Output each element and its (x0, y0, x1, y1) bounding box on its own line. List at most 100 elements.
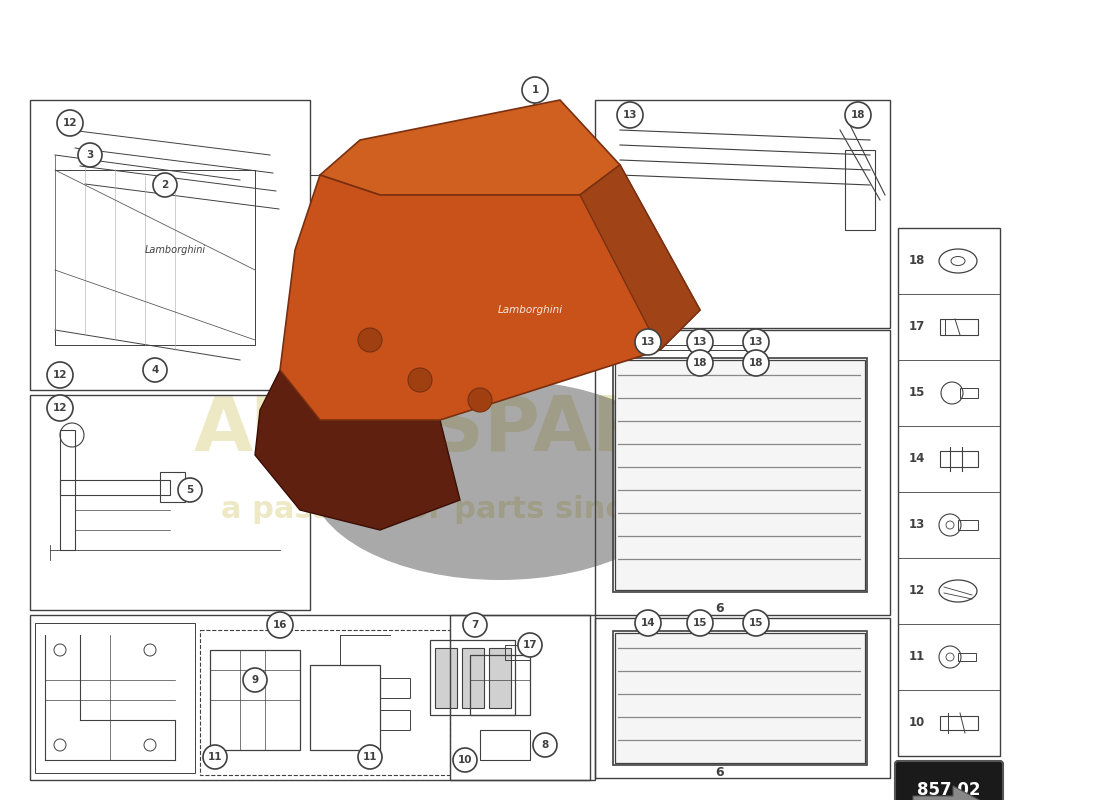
Circle shape (358, 745, 382, 769)
Circle shape (78, 143, 102, 167)
Bar (490, 648, 512, 708)
Polygon shape (280, 165, 700, 420)
Bar (958, 653, 976, 661)
Text: 18: 18 (909, 254, 925, 267)
Bar (898, 228, 1000, 756)
Text: Lamborghini: Lamborghini (144, 245, 206, 255)
Circle shape (635, 610, 661, 636)
Bar (615, 633, 865, 763)
Bar (450, 615, 595, 780)
Circle shape (47, 362, 73, 388)
Bar (613, 358, 867, 592)
Circle shape (267, 612, 293, 638)
Bar (470, 655, 530, 715)
Circle shape (358, 328, 382, 352)
Text: 17: 17 (909, 321, 925, 334)
Bar (60, 430, 75, 550)
Bar (595, 618, 890, 778)
Bar (30, 100, 310, 390)
Circle shape (143, 358, 167, 382)
Bar (30, 615, 590, 780)
Text: 12: 12 (63, 118, 77, 128)
Text: 15: 15 (693, 618, 707, 628)
Circle shape (408, 368, 432, 392)
Text: 18: 18 (749, 358, 763, 368)
Circle shape (243, 668, 267, 692)
Bar (30, 395, 310, 610)
Circle shape (742, 610, 769, 636)
Bar (613, 631, 867, 765)
Bar (845, 150, 875, 230)
Text: 857 02: 857 02 (917, 781, 981, 799)
Text: 13: 13 (640, 337, 656, 347)
Circle shape (468, 388, 492, 412)
Polygon shape (320, 100, 620, 195)
Text: 15: 15 (749, 618, 763, 628)
Bar (595, 100, 890, 328)
Text: 13: 13 (623, 110, 637, 120)
Bar (200, 630, 450, 775)
Text: 12: 12 (53, 370, 67, 380)
Text: 2: 2 (162, 180, 168, 190)
Bar (430, 640, 515, 715)
Text: 3: 3 (87, 150, 94, 160)
Text: 18: 18 (693, 358, 707, 368)
Bar (462, 648, 484, 708)
Circle shape (57, 110, 82, 136)
Bar (160, 472, 185, 502)
Bar (505, 645, 530, 660)
Bar (480, 730, 530, 760)
Circle shape (742, 329, 769, 355)
Text: 12: 12 (909, 585, 925, 598)
Circle shape (688, 350, 713, 376)
Text: 6: 6 (716, 766, 724, 778)
Circle shape (153, 173, 177, 197)
Text: 15: 15 (909, 386, 925, 399)
Text: 10: 10 (458, 755, 472, 765)
Circle shape (845, 102, 871, 128)
Text: 18: 18 (850, 110, 866, 120)
Circle shape (453, 748, 477, 772)
Bar (615, 360, 865, 590)
Circle shape (635, 329, 661, 355)
Circle shape (47, 395, 73, 421)
Circle shape (522, 77, 548, 103)
Text: 11: 11 (363, 752, 377, 762)
Text: 14: 14 (909, 453, 925, 466)
Circle shape (742, 350, 769, 376)
Text: 10: 10 (909, 717, 925, 730)
Bar (55, 170, 255, 345)
FancyBboxPatch shape (895, 761, 1003, 800)
Text: 7: 7 (471, 620, 478, 630)
Text: 16: 16 (273, 620, 287, 630)
Bar (210, 650, 300, 750)
Polygon shape (913, 786, 983, 800)
Circle shape (518, 633, 542, 657)
Text: 4: 4 (152, 365, 158, 375)
Bar (310, 665, 380, 750)
Text: 1: 1 (531, 85, 539, 95)
Text: 12: 12 (53, 403, 67, 413)
Bar (434, 648, 456, 708)
Text: 13: 13 (693, 337, 707, 347)
Circle shape (178, 478, 202, 502)
Bar (960, 388, 978, 398)
Text: Lamborghini: Lamborghini (497, 305, 562, 315)
Circle shape (463, 613, 487, 637)
Text: 13: 13 (909, 518, 925, 531)
Text: 14: 14 (640, 618, 656, 628)
Bar (35, 623, 195, 773)
Circle shape (617, 102, 643, 128)
Text: AUTOSPARKS: AUTOSPARKS (194, 393, 766, 467)
Polygon shape (580, 165, 700, 350)
Text: 9: 9 (252, 675, 258, 685)
Text: 8: 8 (541, 740, 549, 750)
Bar (379, 678, 410, 698)
Text: 6: 6 (716, 602, 724, 614)
Circle shape (688, 610, 713, 636)
Ellipse shape (310, 380, 690, 580)
Text: 5: 5 (186, 485, 194, 495)
Text: 11: 11 (909, 650, 925, 663)
Polygon shape (255, 370, 460, 530)
Text: 11: 11 (208, 752, 222, 762)
